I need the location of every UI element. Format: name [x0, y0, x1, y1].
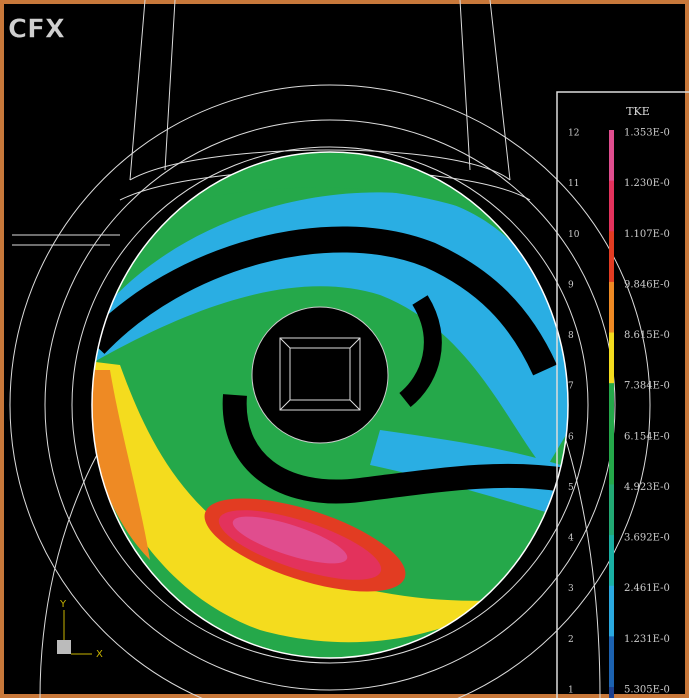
legend-index: 5	[568, 483, 574, 493]
legend-value: 9.846E-0	[624, 279, 670, 290]
legend-color-segment	[609, 687, 614, 698]
axis-triad: Y X	[57, 599, 103, 660]
legend-index: 12	[568, 129, 579, 139]
legend-value: 1.353E-0	[624, 128, 670, 139]
legend-value: 4.923E-0	[624, 482, 670, 493]
legend-color-segment	[609, 130, 614, 184]
legend-value: 1.107E-0	[624, 229, 670, 240]
legend-index: 2	[568, 635, 574, 645]
legend-color-segment	[609, 585, 614, 640]
legend-color-segment	[609, 180, 614, 235]
legend-value: 2.461E-0	[624, 583, 670, 594]
legend-index: 9	[568, 280, 574, 290]
legend-index: 10	[568, 230, 580, 240]
legend-index: 7	[568, 382, 574, 392]
legend-index: 1	[568, 686, 574, 696]
legend-color-segment	[609, 535, 614, 589]
legend-color-segment	[609, 332, 614, 387]
legend-index: 3	[568, 584, 574, 594]
legend: TKE 12 1.353E-011 1.230E-010 1.107E-09 9.846…	[556, 91, 689, 698]
legend-value: 8.615E-0	[624, 330, 670, 341]
legend-value: 1.231E-0	[624, 634, 670, 645]
legend-value: 3.692E-0	[624, 533, 670, 544]
legend-value: 1.230E-0	[624, 178, 670, 189]
legend-value: 5.305E-0	[624, 685, 670, 696]
legend-title: TKE	[626, 105, 650, 118]
legend-color-segment	[609, 484, 614, 539]
disc-outline	[91, 151, 569, 659]
legend-value: 7.384E-0	[624, 381, 670, 392]
hub	[251, 306, 389, 444]
axis-label-x: X	[96, 649, 103, 660]
legend-color-segment	[609, 231, 614, 285]
logo: CFX	[8, 15, 65, 45]
legend-color-segment	[609, 433, 614, 488]
legend-index: 4	[568, 534, 574, 544]
axis-label-y: Y	[59, 599, 67, 610]
legend-color-segment	[609, 383, 614, 437]
legend-color-segment	[609, 281, 614, 336]
legend-color-segment	[609, 636, 614, 690]
legend-value: 6.154E-0	[624, 431, 670, 442]
legend-index: 6	[568, 432, 574, 442]
legend-index: 8	[568, 331, 574, 341]
legend-index: 11	[568, 179, 579, 189]
